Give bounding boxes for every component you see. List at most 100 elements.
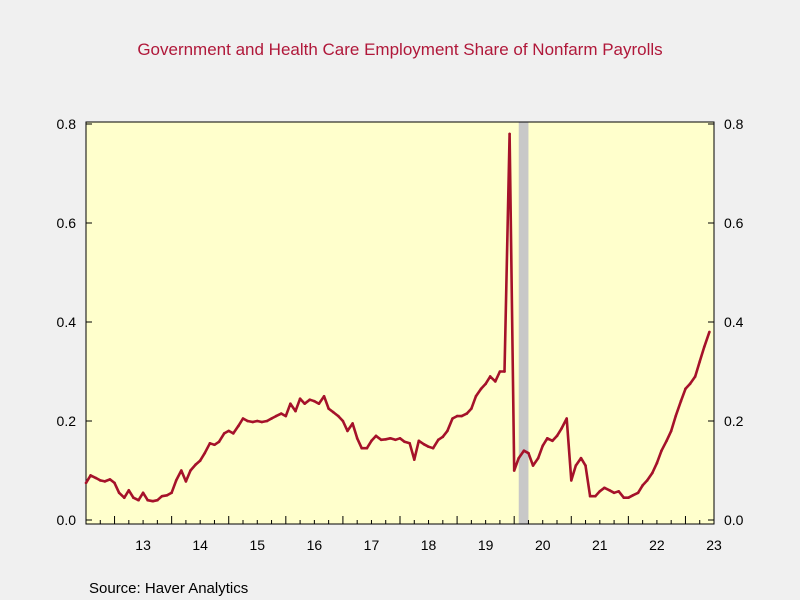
data-point — [365, 446, 369, 450]
data-point — [545, 437, 549, 440]
data-point — [222, 432, 226, 435]
data-point — [265, 419, 269, 423]
y-tick-label-left: 0.0 — [57, 512, 77, 528]
data-point — [84, 481, 88, 485]
data-point — [198, 459, 202, 462]
data-point — [708, 330, 711, 334]
data-point — [508, 132, 511, 136]
x-tick-label-14: 14 — [192, 537, 208, 553]
data-point — [660, 449, 663, 453]
data-point — [627, 496, 630, 500]
data-point — [446, 429, 449, 433]
data-point — [388, 437, 392, 440]
x-tick-label-18: 18 — [421, 537, 437, 553]
data-point — [294, 409, 297, 413]
data-point — [274, 414, 278, 418]
data-point — [189, 469, 192, 472]
x-tick-label-19: 19 — [478, 537, 494, 553]
data-point — [298, 397, 302, 401]
data-point — [512, 469, 516, 472]
recession-band-0 — [518, 122, 529, 524]
data-point — [588, 494, 592, 498]
data-point — [251, 420, 255, 424]
data-point — [327, 407, 330, 410]
data-point — [641, 484, 644, 487]
data-point — [217, 440, 221, 444]
data-point — [665, 439, 668, 443]
data-point — [370, 439, 373, 443]
data-point — [636, 491, 640, 495]
data-point — [103, 480, 107, 483]
data-point — [412, 458, 416, 461]
data-point — [132, 496, 135, 500]
data-point — [470, 407, 473, 410]
data-point — [555, 434, 559, 438]
data-point — [270, 417, 273, 420]
data-point — [313, 399, 316, 403]
data-point — [213, 443, 216, 447]
data-point — [303, 402, 306, 405]
data-point — [113, 481, 116, 485]
data-point — [394, 438, 397, 442]
data-point — [698, 360, 702, 363]
data-point — [693, 375, 697, 378]
data-point — [403, 440, 406, 444]
data-point — [408, 441, 412, 445]
y-tick-label-right: 0.2 — [724, 413, 744, 429]
data-point — [260, 420, 264, 424]
data-point — [551, 439, 554, 443]
data-point — [351, 422, 354, 425]
data-point — [289, 402, 292, 405]
data-point — [331, 410, 335, 414]
data-point — [379, 438, 383, 442]
plot-background — [86, 122, 714, 524]
data-point — [474, 394, 478, 398]
y-tick-label-left: 0.2 — [57, 413, 77, 429]
data-point — [584, 464, 587, 467]
data-point — [441, 435, 445, 439]
data-point — [122, 496, 126, 500]
data-point — [603, 486, 606, 490]
data-point — [494, 380, 497, 383]
data-point — [203, 451, 207, 455]
data-point — [451, 417, 454, 420]
data-point — [617, 489, 620, 493]
x-tick-label-22: 22 — [649, 537, 665, 553]
data-point — [374, 434, 378, 438]
data-point — [669, 429, 673, 433]
data-point — [460, 414, 463, 418]
y-tick-label-right: 0.8 — [724, 116, 744, 132]
plot-area: 0.0 0.0 0.2 0.2 0.4 0.4 0.6 0.6 0.8 0.8 13 14 15 16 17… — [57, 116, 744, 553]
y-tick-label-left: 0.6 — [57, 215, 77, 231]
data-point — [503, 370, 506, 373]
data-point — [255, 419, 259, 423]
data-point — [127, 489, 131, 492]
y-tick-label-right: 0.0 — [724, 512, 744, 528]
data-point — [180, 469, 183, 472]
data-point — [360, 446, 364, 450]
data-point — [337, 414, 340, 418]
data-point — [484, 382, 487, 386]
data-point — [612, 491, 616, 495]
data-point — [208, 441, 212, 445]
data-point — [237, 424, 240, 428]
data-point — [608, 489, 611, 492]
data-point — [137, 498, 140, 502]
data-point — [517, 456, 521, 460]
data-point — [674, 414, 678, 418]
data-point — [560, 427, 563, 430]
data-point — [231, 432, 235, 435]
data-point — [574, 464, 578, 467]
data-point — [569, 479, 573, 482]
data-point — [455, 414, 459, 418]
data-point — [431, 446, 435, 450]
data-point — [684, 387, 687, 391]
data-point — [89, 474, 92, 477]
data-point — [488, 375, 492, 378]
data-point — [227, 429, 231, 433]
data-point — [194, 463, 197, 466]
data-point — [308, 398, 312, 402]
x-tick-label-15: 15 — [249, 537, 265, 553]
data-point — [279, 412, 283, 415]
x-tick-label-23: 23 — [706, 537, 722, 553]
